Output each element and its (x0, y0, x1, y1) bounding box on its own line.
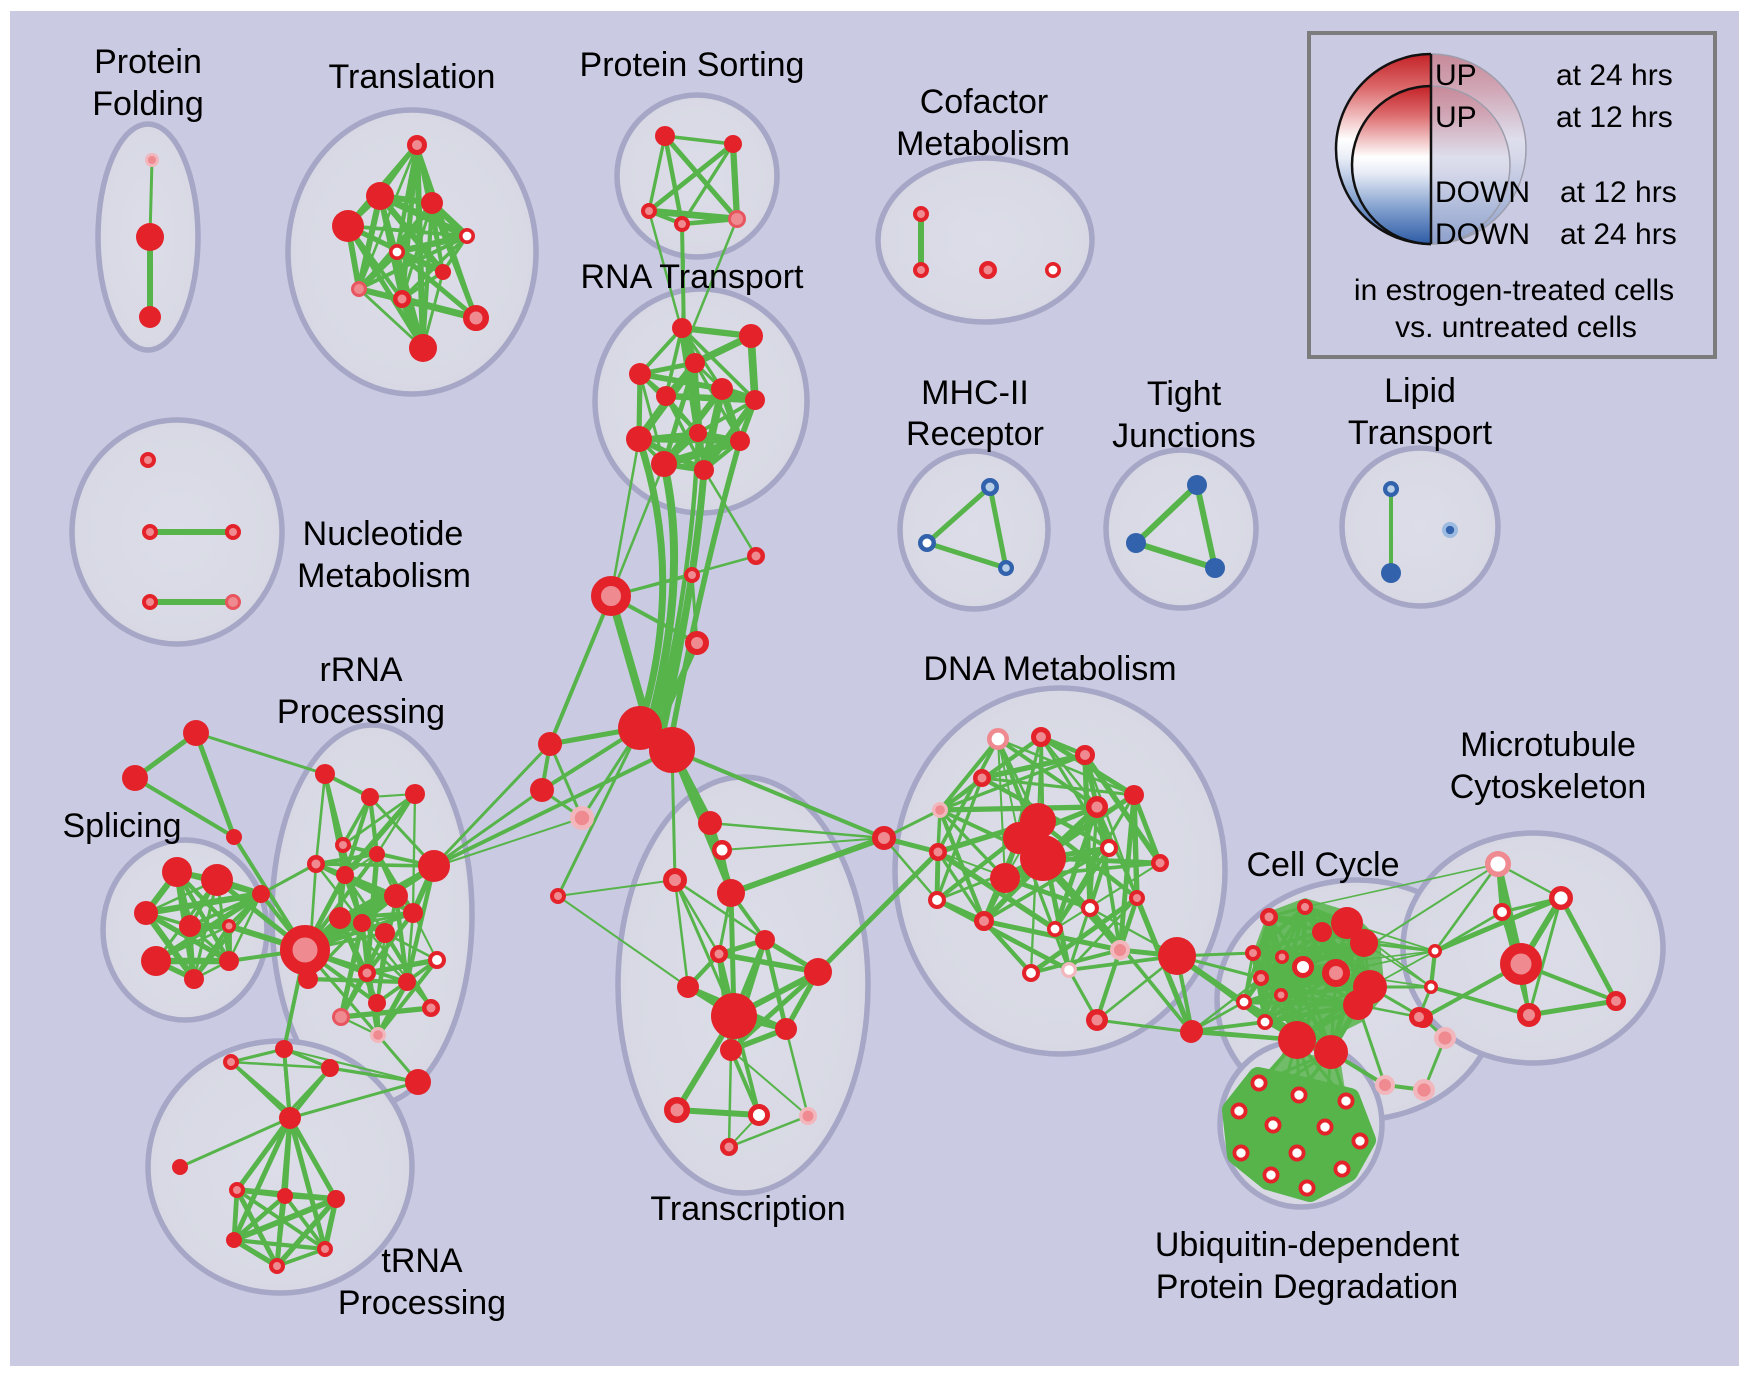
svg-text:Transport: Transport (1348, 414, 1493, 452)
svg-text:Translation: Translation (329, 58, 496, 96)
svg-text:UP: UP (1435, 59, 1477, 92)
svg-text:Processing: Processing (338, 1284, 506, 1322)
svg-text:Junctions: Junctions (1112, 417, 1256, 455)
svg-text:Lipid: Lipid (1384, 372, 1456, 410)
svg-text:at 24 hrs: at 24 hrs (1560, 218, 1677, 251)
svg-text:Protein: Protein (94, 43, 202, 81)
svg-text:UP: UP (1435, 101, 1477, 134)
svg-text:Transcription: Transcription (650, 1190, 845, 1228)
svg-text:Receptor: Receptor (906, 415, 1044, 453)
svg-text:Splicing: Splicing (62, 807, 181, 845)
svg-text:Metabolism: Metabolism (297, 557, 471, 595)
svg-text:in estrogen-treated cells: in estrogen-treated cells (1354, 274, 1674, 307)
svg-text:Processing: Processing (277, 693, 445, 731)
svg-text:Cofactor: Cofactor (920, 83, 1049, 121)
svg-text:tRNA: tRNA (381, 1242, 463, 1280)
svg-text:DOWN: DOWN (1435, 218, 1530, 251)
svg-text:at 12 hrs: at 12 hrs (1560, 176, 1677, 209)
svg-text:DNA Metabolism: DNA Metabolism (923, 650, 1176, 688)
svg-text:Protein Sorting: Protein Sorting (580, 46, 805, 84)
svg-text:RNA Transport: RNA Transport (581, 258, 805, 296)
svg-text:Protein Degradation: Protein Degradation (1156, 1268, 1458, 1306)
svg-text:rRNA: rRNA (319, 651, 402, 689)
svg-text:Cell Cycle: Cell Cycle (1246, 846, 1399, 884)
svg-text:at 24 hrs: at 24 hrs (1556, 59, 1673, 92)
svg-text:Tight: Tight (1147, 375, 1222, 413)
svg-text:Folding: Folding (92, 85, 204, 123)
svg-text:Cytoskeleton: Cytoskeleton (1450, 768, 1647, 806)
svg-text:Nucleotide: Nucleotide (303, 515, 464, 553)
svg-text:at 12 hrs: at 12 hrs (1556, 101, 1673, 134)
svg-text:MHC-II: MHC-II (921, 374, 1029, 412)
svg-text:vs. untreated cells: vs. untreated cells (1395, 311, 1637, 344)
svg-text:Metabolism: Metabolism (896, 125, 1070, 163)
svg-text:DOWN: DOWN (1435, 176, 1530, 209)
svg-text:Microtubule: Microtubule (1460, 726, 1636, 764)
svg-text:Ubiquitin-dependent: Ubiquitin-dependent (1155, 1226, 1460, 1264)
